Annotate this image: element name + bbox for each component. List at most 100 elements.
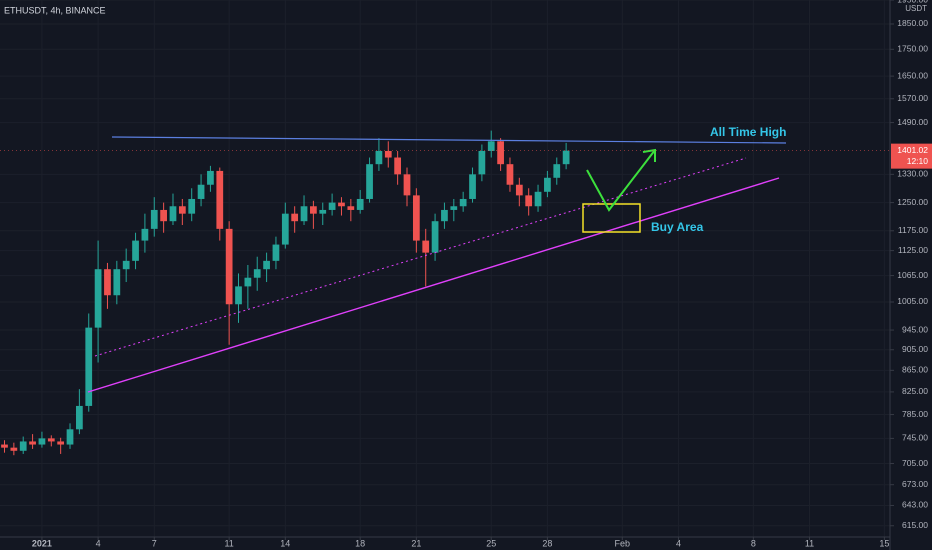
last-price-tag xyxy=(891,143,932,169)
x-tick-label: 28 xyxy=(542,538,552,548)
y-tick-label: 1850.00 xyxy=(897,18,928,28)
y-tick-label: 705.00 xyxy=(902,458,928,468)
axis-unit: USDT xyxy=(905,4,927,13)
candle-body xyxy=(235,286,242,305)
y-tick-label: 1065.00 xyxy=(897,270,928,280)
candle-body xyxy=(47,438,55,442)
annotation: All Time High xyxy=(710,125,786,139)
candle-body xyxy=(431,221,439,253)
chart-title: ETHUSDT, 4h, BINANCE xyxy=(4,5,106,15)
y-tick-label: 643.00 xyxy=(902,500,928,510)
candle-body xyxy=(553,164,561,178)
candle-body xyxy=(150,209,158,229)
candle-body xyxy=(160,209,167,222)
x-tick-label: 11 xyxy=(224,538,233,548)
candle-body xyxy=(104,269,111,296)
candle-body xyxy=(497,141,504,165)
dotted-trend-line xyxy=(94,157,747,357)
x-tick-label: 18 xyxy=(355,538,365,548)
y-tick-label: 1005.00 xyxy=(897,296,928,306)
candle-body xyxy=(66,429,74,445)
y-tick-label: 1250.00 xyxy=(897,197,928,207)
candle-body xyxy=(272,244,280,261)
candle-body xyxy=(441,209,448,222)
candle-body xyxy=(197,184,205,199)
time-axis-panel xyxy=(0,537,932,550)
candle-body xyxy=(253,269,261,278)
candle-body xyxy=(169,206,177,222)
y-tick-label: 785.00 xyxy=(902,409,928,419)
y-tick-label: 1175.00 xyxy=(898,225,928,235)
candle-body xyxy=(375,150,383,165)
candle-body xyxy=(356,198,364,210)
candle-body xyxy=(29,441,36,445)
candle-body xyxy=(487,141,495,151)
candle-body xyxy=(562,150,570,165)
candle-body xyxy=(291,213,299,222)
grid xyxy=(0,0,890,537)
candle-body xyxy=(459,198,467,207)
y-tick-label: 745.00 xyxy=(902,433,928,443)
candle-body xyxy=(319,209,327,214)
candle-body xyxy=(57,441,65,445)
last-price-label: 1401.02 xyxy=(897,145,928,155)
y-tick-label: 1330.00 xyxy=(897,169,928,179)
x-tick-label: Feb xyxy=(615,538,631,548)
countdown-label: 12:10 xyxy=(907,156,929,166)
candle-body xyxy=(122,260,130,270)
candle-body xyxy=(19,441,27,451)
candle-body xyxy=(263,260,270,270)
candle-body xyxy=(281,213,289,245)
candle-body xyxy=(544,177,551,192)
y-tick-label: 905.00 xyxy=(902,344,928,354)
x-tick-label: 11 xyxy=(805,538,814,548)
buy-area-box xyxy=(582,203,641,233)
x-tick-label: 7 xyxy=(152,538,157,548)
y-tick-label: 945.00 xyxy=(902,324,928,334)
candle-body xyxy=(347,206,355,210)
candle-body xyxy=(38,438,46,445)
y-tick-label: 615.00 xyxy=(902,520,928,530)
candle-body xyxy=(225,228,233,305)
candle-body xyxy=(366,164,373,199)
candle-body xyxy=(178,206,186,214)
x-tick-label: 25 xyxy=(486,538,496,548)
x-tick-label: 15 xyxy=(879,538,889,548)
candle-body xyxy=(394,157,402,175)
candle-body xyxy=(534,191,542,207)
candle-body xyxy=(113,269,121,296)
candle-body xyxy=(188,198,196,214)
candle-body xyxy=(10,447,18,451)
candle-body xyxy=(450,206,458,210)
y-tick-label: 1570.00 xyxy=(897,93,928,103)
y-tick-label: 1125.00 xyxy=(898,245,928,255)
y-tick-label: 825.00 xyxy=(902,386,928,396)
candle-body xyxy=(300,206,308,222)
support-line xyxy=(87,177,780,393)
candle-body xyxy=(85,327,93,406)
candle-body xyxy=(132,240,139,261)
candle-body xyxy=(384,150,392,158)
candle-body xyxy=(94,269,102,328)
candle-body xyxy=(403,174,411,196)
x-tick-label: 14 xyxy=(280,538,290,548)
candles xyxy=(1,130,570,456)
annotation: Buy Area xyxy=(651,220,704,234)
candle-body xyxy=(412,195,420,241)
x-tick-label: 2021 xyxy=(32,538,52,548)
candle-body xyxy=(422,240,430,253)
price-axis-panel xyxy=(890,0,932,550)
candle-body xyxy=(515,184,523,196)
candle-body xyxy=(338,202,345,207)
y-tick-label: 865.00 xyxy=(902,365,928,375)
candle-body xyxy=(1,444,8,448)
y-tick-label: 1950.00 xyxy=(897,0,928,4)
y-tick-label: 1750.00 xyxy=(897,44,928,54)
x-tick-label: 4 xyxy=(676,538,681,548)
candle-body xyxy=(506,164,514,185)
projection-arrow xyxy=(586,149,656,212)
candle-body xyxy=(216,170,224,229)
